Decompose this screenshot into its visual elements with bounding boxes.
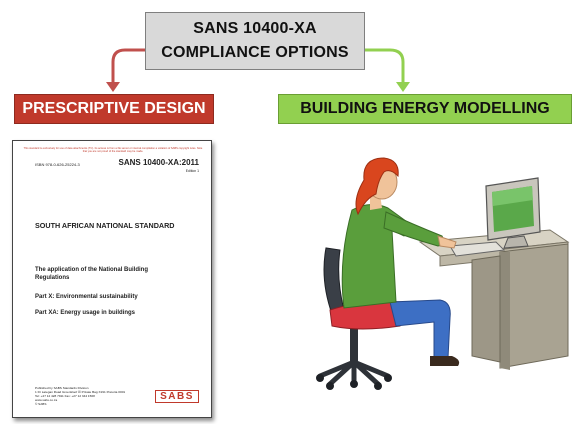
top-box-line2: COMPLIANCE OPTIONS	[161, 44, 349, 61]
prescriptive-design-box: PRESCRIPTIVE DESIGN	[14, 94, 214, 124]
keyboard	[449, 241, 506, 257]
doc-part-x: Part X: Environmental sustainability	[35, 294, 138, 300]
person-at-computer-illustration	[316, 157, 570, 390]
building-energy-modelling-label: BUILDING ENERGY MODELLING	[300, 100, 550, 117]
sans-document-cover: This standard is exclusively for use of …	[12, 140, 212, 418]
computer-monitor	[485, 177, 541, 249]
arrowhead-prescriptive	[106, 82, 120, 92]
doc-application-line2: Regulations	[35, 275, 70, 281]
doc-isbn: ISBN 978-0-626-25224-3	[35, 162, 80, 167]
doc-part-xa: Part XA: Energy usage in buildings	[35, 310, 136, 316]
sabs-logo: SABS	[155, 390, 199, 403]
doc-code: SANS 10400-XA:2011	[118, 158, 200, 167]
arrow-to-modelling	[365, 48, 405, 84]
arrowhead-modelling	[396, 82, 410, 92]
arrow-to-prescriptive	[111, 48, 145, 84]
person	[329, 157, 460, 366]
doc-footer-line: 1 Dr Lategan Road Groenkloof ☒ Private B…	[35, 390, 126, 394]
doc-footer-line: Tel: +27 12 428 7911 Fax: +27 12 344 156…	[35, 394, 95, 398]
doc-title: SOUTH AFRICAN NATIONAL STANDARD	[35, 221, 175, 230]
doc-footer-line: www.sabs.co.za	[35, 398, 58, 402]
doc-application-line1: The application of the National Building	[35, 267, 148, 273]
doc-notice: This standard is exclusively for use of …	[23, 147, 203, 154]
office-chair	[316, 247, 392, 390]
compliance-options-box: SANS 10400-XA COMPLIANCE OPTIONS	[145, 12, 365, 70]
doc-footer-line: Published by SABS Standards Division	[35, 386, 89, 390]
doc-edition: Edition 1	[185, 169, 199, 173]
sabs-logo-text: SABS	[160, 391, 194, 402]
top-box-line1: SANS 10400-XA	[193, 20, 317, 37]
building-energy-modelling-box: BUILDING ENERGY MODELLING	[278, 94, 572, 124]
prescriptive-design-label: PRESCRIPTIVE DESIGN	[22, 100, 206, 117]
doc-footer-line: © SABS	[35, 402, 47, 406]
